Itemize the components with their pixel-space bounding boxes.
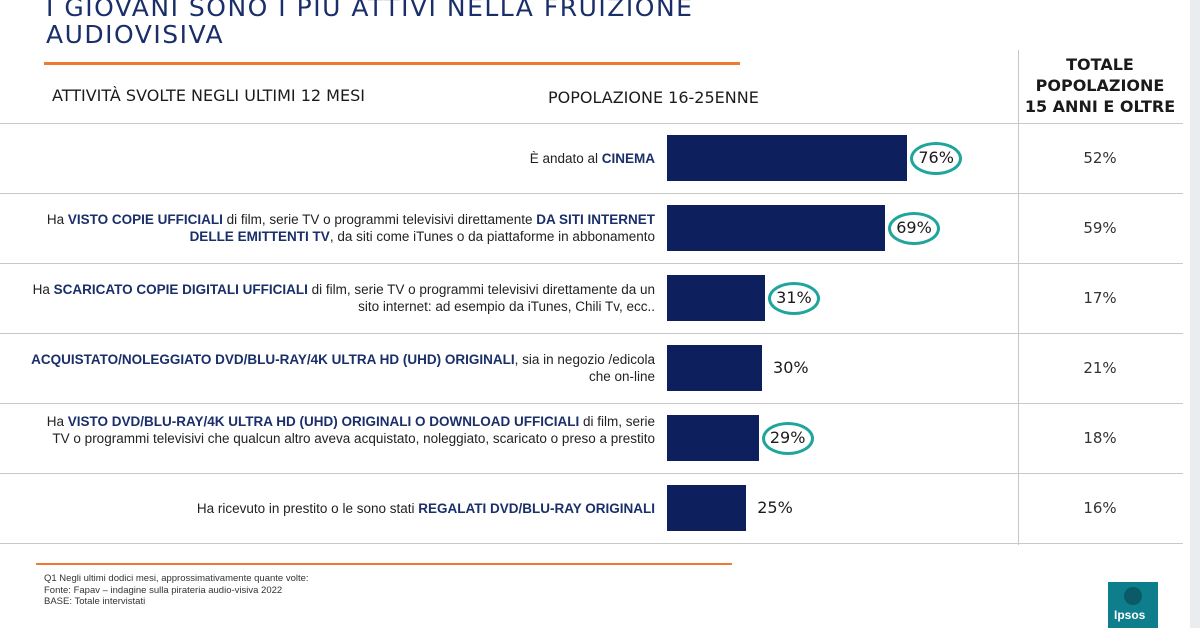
window-edge-strip <box>1190 0 1200 628</box>
label-bold-text: REGALATI DVD/BLU-RAY ORIGINALI <box>418 500 655 516</box>
label-text: di film, serie TV o programmi televisivi… <box>222 212 537 227</box>
label-bold-text: CINEMA <box>601 150 655 166</box>
label-bold-text: SCARICATO COPIE DIGITALI UFFICIALI <box>53 282 308 297</box>
row-label: ACQUISTATO/NOLEGGIATO DVD/BLU-RAY/4K ULT… <box>30 351 655 385</box>
bar <box>667 205 886 251</box>
bar <box>667 345 762 391</box>
label-bold-text: VISTO COPIE UFFICIALI <box>67 212 223 227</box>
footnote-question: Q1 Negli ultimi dodici mesi, approssimat… <box>44 573 309 584</box>
bar <box>667 485 746 531</box>
bar <box>667 135 908 181</box>
label-text: È andato al <box>529 150 602 166</box>
population-header: POPOLAZIONE 16-25ENNE <box>548 88 759 107</box>
label-text: Ha <box>32 282 54 297</box>
label-text: , da siti come iTunes o da piattaforme i… <box>329 229 655 244</box>
row-separator <box>0 263 1183 264</box>
footnotes: Q1 Negli ultimi dodici mesi, approssimat… <box>44 573 309 608</box>
highlight-ring <box>888 212 941 245</box>
footnote-base: BASE: Totale intervistati <box>44 596 146 607</box>
label-text: Ha ricevuto in prestito o le sono stati <box>196 500 419 516</box>
label-bold-text: DA SITI INTERNET DELLE EMITTENTI TV <box>189 212 655 244</box>
label-text: Ha <box>46 212 68 227</box>
column-divider <box>1018 50 1019 545</box>
row-separator <box>0 543 1183 544</box>
logo-text: Ipsos <box>1114 608 1146 622</box>
bar-value-label: 25% <box>757 498 793 517</box>
row-label: È andato al CINEMA <box>30 150 655 167</box>
row-separator <box>0 473 1183 474</box>
row-label: Ha VISTO COPIE UFFICIALI di film, serie … <box>30 211 655 245</box>
total-header-line-3: 15 ANNI E OLTRE <box>1024 97 1176 116</box>
highlight-ring <box>910 142 963 175</box>
bar <box>667 275 765 321</box>
total-population-value: 52% <box>1083 149 1117 167</box>
total-population-value: 18% <box>1083 429 1117 447</box>
ipsos-logo: Ipsos <box>1108 582 1158 628</box>
row-label: Ha VISTO DVD/BLU-RAY/4K ULTRA HD (UHD) O… <box>30 413 655 447</box>
row-separator <box>0 333 1183 334</box>
highlight-ring <box>767 282 820 315</box>
total-header-line-1: TOTALE <box>1066 55 1134 74</box>
title-underline <box>44 62 740 65</box>
label-bold-text: VISTO DVD/BLU-RAY/4K ULTRA HD (UHD) ORIG… <box>67 413 580 429</box>
bar <box>667 415 759 461</box>
title-line-2: AUDIOVISIVA <box>46 20 225 49</box>
row-separator <box>0 193 1183 194</box>
total-population-value: 59% <box>1083 219 1117 237</box>
total-header-line-2: POPOLAZIONE <box>1035 76 1165 95</box>
footer-divider <box>36 563 732 565</box>
label-text: di film, serie TV o programmi televisivi… <box>307 282 655 314</box>
logo-mark-icon <box>1124 587 1142 605</box>
highlight-ring <box>761 422 814 455</box>
row-label: Ha ricevuto in prestito o le sono stati … <box>30 500 655 517</box>
page-title: I GIOVANI SONO I PIÙ ATTIVI NELLA FRUIZI… <box>46 0 693 48</box>
bar-value-label: 30% <box>773 358 809 377</box>
title-line-1: I GIOVANI SONO I PIÙ ATTIVI NELLA FRUIZI… <box>46 0 694 22</box>
activities-header: ATTIVITÀ SVOLTE NEGLI ULTIMI 12 MESI <box>52 86 365 105</box>
total-population-value: 17% <box>1083 289 1117 307</box>
label-text: di film, serie TV o programmi televisivi… <box>52 413 655 446</box>
row-separator <box>0 403 1183 404</box>
row-label: Ha SCARICATO COPIE DIGITALI UFFICIALI di… <box>30 281 655 315</box>
label-text: Ha <box>46 413 68 429</box>
total-population-header: TOTALE POPOLAZIONE 15 ANNI E OLTRE <box>1020 54 1180 117</box>
label-bold-text: ACQUISTATO/NOLEGGIATO DVD/BLU-RAY/4K ULT… <box>31 352 515 367</box>
row-separator <box>0 123 1183 124</box>
label-text: , sia in negozio /edicola che on-line <box>514 352 655 384</box>
total-population-value: 16% <box>1083 499 1117 517</box>
footnote-source: Fonte: Fapav – indagine sulla pirateria … <box>44 584 283 596</box>
total-population-value: 21% <box>1083 359 1117 377</box>
